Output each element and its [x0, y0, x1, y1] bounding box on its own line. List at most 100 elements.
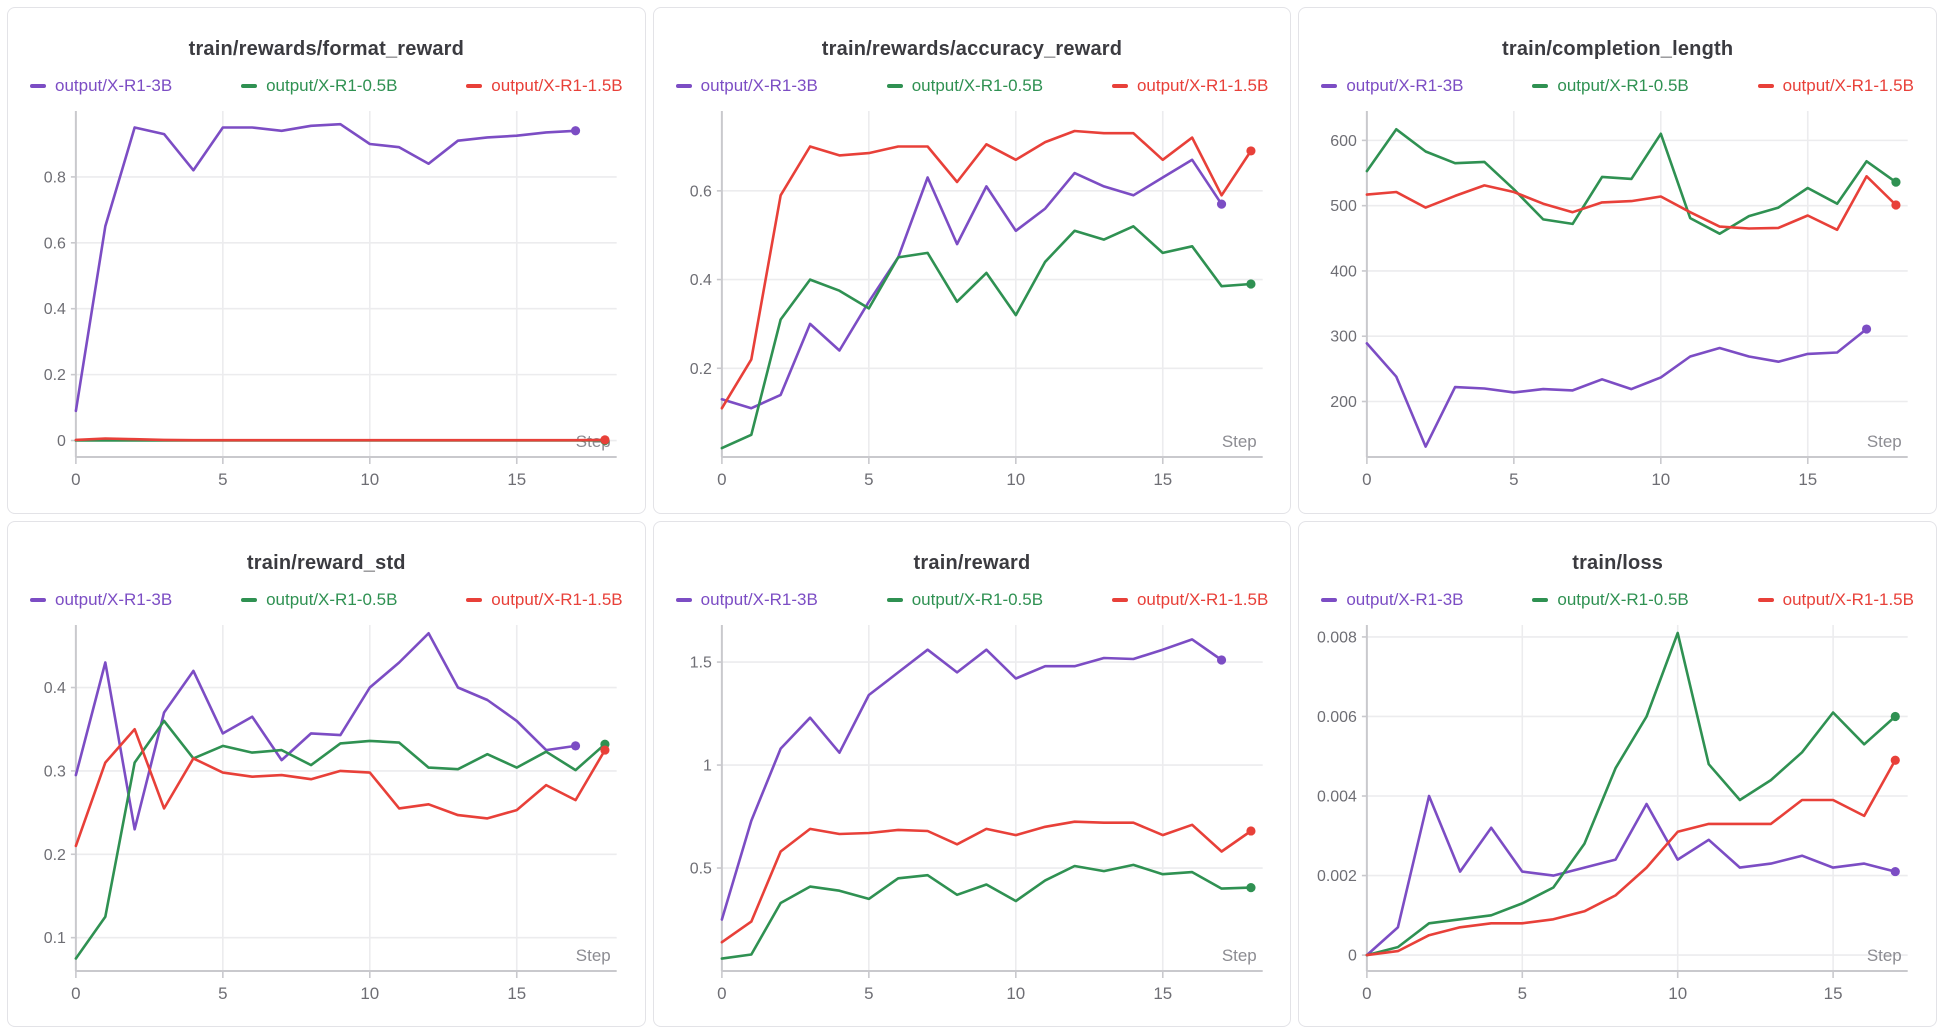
legend-swatch-icon — [1111, 84, 1128, 88]
chart-card-reward-std: train/reward_std output/X-R1-3B output/X-… — [7, 520, 646, 1027]
chart-title: train/rewards/format_reward — [188, 38, 465, 60]
series-line[interactable] — [720, 225, 1252, 450]
series-line[interactable] — [1365, 327, 1869, 448]
y-tick-label: 0.006 — [1317, 708, 1357, 725]
legend-item[interactable]: output/X-R1-1.5B — [1757, 590, 1914, 610]
legend-item[interactable]: output/X-R1-3B — [675, 590, 818, 610]
x-tick-label: 10 — [1006, 983, 1025, 1002]
series-line[interactable] — [74, 437, 607, 442]
legend-item[interactable]: output/X-R1-3B — [30, 76, 172, 96]
legend-swatch-icon — [466, 84, 483, 88]
y-tick-label: 300 — [1331, 329, 1358, 346]
legend-item[interactable]: output/X-R1-1.5B — [1757, 76, 1914, 96]
y-tick-label: 0.002 — [1317, 868, 1357, 885]
series-line[interactable] — [74, 727, 607, 847]
x-tick-label: 10 — [1669, 983, 1688, 1002]
legend-label: output/X-R1-1.5B — [1136, 76, 1269, 95]
chart-canvas[interactable]: 0.2 0.4 0.6 0 5 10 15 Step — [666, 103, 1279, 503]
series-endpoint-dot — [1216, 199, 1226, 209]
y-tick-label: 0.3 — [44, 763, 66, 780]
x-tick-label: 0 — [717, 983, 726, 1002]
series-line[interactable] — [74, 631, 577, 831]
chart-title: train/loss — [1572, 551, 1664, 574]
chart-legend: output/X-R1-3B output/X-R1-0.5B output/X-R… — [1311, 75, 1924, 97]
legend-label: output/X-R1-3B — [55, 76, 173, 95]
y-tick-label: 500 — [1331, 198, 1358, 215]
x-axis-title: Step — [1221, 945, 1256, 964]
legend-item[interactable]: output/X-R1-1.5B — [466, 76, 623, 96]
series-line[interactable] — [1365, 128, 1898, 235]
x-tick-label: 15 — [507, 983, 526, 1002]
y-tick-label: 200 — [1331, 394, 1358, 411]
legend-item[interactable]: output/X-R1-0.5B — [886, 589, 1044, 610]
legend-label: output/X-R1-0.5B — [911, 589, 1044, 609]
legend-label: output/X-R1-3B — [1346, 76, 1464, 95]
legend-item[interactable]: output/X-R1-1.5B — [466, 589, 623, 610]
series-endpoint-dot — [570, 126, 581, 136]
legend-item[interactable]: output/X-R1-3B — [1321, 590, 1464, 610]
y-tick-label: 400 — [1331, 263, 1358, 280]
series-endpoint-dot — [1891, 177, 1901, 187]
chart-canvas[interactable]: 0.1 0.2 0.3 0.4 0 5 10 15 Step — [20, 617, 633, 1017]
x-axis-title: Step — [576, 945, 611, 964]
series-line[interactable] — [1365, 794, 1897, 956]
series-line[interactable] — [720, 158, 1223, 410]
y-tick-label: 0.6 — [44, 235, 66, 252]
legend-swatch-icon — [1111, 597, 1128, 602]
x-tick-label: 5 — [218, 470, 227, 489]
series-endpoint-dot — [1891, 755, 1901, 765]
y-tick-label: 0.008 — [1317, 629, 1357, 646]
series-endpoint-dot — [1246, 825, 1256, 836]
series-line[interactable] — [1365, 631, 1897, 956]
legend-item[interactable]: output/X-R1-1.5B — [1111, 590, 1268, 610]
series-line[interactable] — [1365, 175, 1898, 232]
x-axis-title: Step — [1867, 432, 1902, 451]
series-line[interactable] — [74, 719, 607, 960]
series-line[interactable] — [720, 637, 1223, 921]
legend-item[interactable]: output/X-R1-0.5B — [241, 76, 397, 96]
chart-card-completion-length: train/completion_length output/X-R1-3B ou… — [1298, 7, 1937, 514]
legend-swatch-icon — [886, 597, 903, 602]
x-tick-label: 15 — [1153, 470, 1172, 489]
chart-title: train/reward_std — [246, 551, 406, 574]
chart-canvas[interactable]: 0.5 1 1.5 0 5 10 15 Step — [666, 617, 1279, 1017]
y-tick-label: 0.8 — [44, 169, 66, 186]
x-tick-label: 0 — [1362, 470, 1371, 489]
series-line[interactable] — [720, 129, 1252, 410]
legend-item[interactable]: output/X-R1-3B — [1321, 76, 1464, 96]
legend-item[interactable]: output/X-R1-0.5B — [1532, 590, 1689, 610]
legend-swatch-icon — [30, 84, 46, 88]
legend-item[interactable]: output/X-R1-3B — [30, 590, 172, 610]
series-line[interactable] — [1365, 758, 1897, 956]
x-tick-label: 15 — [1799, 470, 1818, 489]
chart-title: train/completion_length — [1502, 38, 1734, 60]
series-endpoint-dot — [1246, 279, 1256, 289]
legend-item[interactable]: output/X-R1-3B — [675, 76, 818, 96]
legend-item[interactable]: output/X-R1-0.5B — [1532, 76, 1689, 96]
chart-canvas[interactable]: 0 0.002 0.004 0.006 0.008 0 5 10 15 Step — [1311, 617, 1924, 1017]
y-tick-label: 0.6 — [689, 183, 711, 200]
series-line[interactable] — [720, 819, 1252, 943]
x-tick-label: 0 — [71, 470, 80, 489]
legend-label: output/X-R1-0.5B — [266, 76, 398, 95]
chart-canvas[interactable]: 200 300 400 500 600 0 5 10 15 Step — [1311, 103, 1924, 503]
chart-legend: output/X-R1-3B output/X-R1-0.5B output/X-R… — [20, 75, 633, 97]
legend-item[interactable]: output/X-R1-0.5B — [241, 590, 397, 610]
series-line[interactable] — [720, 863, 1252, 960]
legend-item[interactable]: output/X-R1-1.5B — [1111, 76, 1269, 96]
legend-label: output/X-R1-1.5B — [491, 589, 623, 609]
y-tick-label: 600 — [1331, 133, 1358, 150]
legend-item[interactable]: output/X-R1-0.5B — [886, 76, 1043, 96]
legend-swatch-icon — [241, 84, 258, 88]
legend-swatch-icon — [30, 597, 46, 602]
x-tick-label: 0 — [717, 470, 726, 489]
y-tick-label: 0.5 — [689, 860, 711, 877]
y-tick-label: 0 — [1348, 947, 1357, 964]
chart-legend: output/X-R1-3B output/X-R1-0.5B output/X-R… — [20, 589, 633, 611]
chart-title: train/rewards/accuracy_reward — [821, 38, 1123, 60]
series-endpoint-dot — [1246, 146, 1256, 156]
legend-swatch-icon — [466, 597, 483, 602]
y-tick-label: 0.4 — [44, 301, 66, 318]
series-line[interactable] — [74, 122, 577, 413]
